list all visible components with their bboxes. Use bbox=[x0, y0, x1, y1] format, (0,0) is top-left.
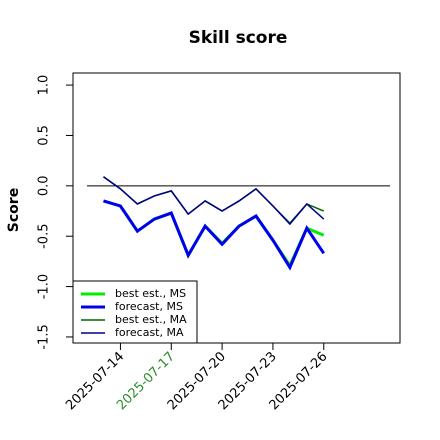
legend-label: best est., MA bbox=[115, 313, 187, 326]
y-tick-label: -1.0 bbox=[37, 274, 52, 299]
series-line bbox=[103, 176, 325, 226]
y-tick-label: 0.0 bbox=[37, 175, 52, 196]
y-tick-label: -1.5 bbox=[37, 324, 52, 349]
legend-label: forecast, MS bbox=[115, 300, 183, 313]
y-tick-label: -0.5 bbox=[37, 224, 52, 249]
chart-title: Skill score bbox=[189, 28, 288, 48]
legend-label: forecast, MA bbox=[115, 326, 184, 339]
series-line bbox=[103, 176, 325, 225]
series-line bbox=[103, 199, 326, 271]
plot-frame bbox=[72, 72, 401, 344]
legend-label: best est., MS bbox=[115, 287, 186, 300]
y-tick-label: 0.5 bbox=[37, 125, 52, 146]
y-tick-label: 1.0 bbox=[37, 75, 52, 96]
y-axis-label: Score bbox=[6, 188, 22, 232]
